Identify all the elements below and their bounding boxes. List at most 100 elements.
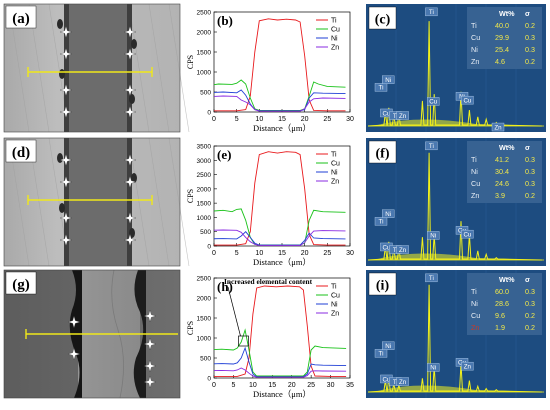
panel-label-box: [5, 271, 37, 295]
series-line-zn: [214, 95, 346, 112]
panel-label-box: [368, 140, 397, 164]
eds-peak-label: Ni: [385, 343, 391, 350]
sem-scratch: [148, 3, 170, 133]
table-cell: Ti: [471, 155, 477, 164]
table-cell: 0.3: [525, 167, 535, 176]
x-tick-label: 30: [327, 382, 335, 389]
sem-joint-band: [68, 138, 128, 266]
y-tick-label: 1000: [197, 336, 212, 343]
eds-peak-label: Ti: [429, 143, 434, 150]
eds-peak-label: Ti: [393, 379, 398, 386]
y-tick-label: 500: [200, 90, 211, 97]
sem-panel-2: (g): [3, 269, 181, 399]
y-tick-label: 2000: [197, 296, 212, 303]
eds-peak-label: Cu: [463, 97, 471, 104]
composition-table: [467, 273, 542, 335]
sem-point-marker: [143, 359, 157, 373]
table-cell: 4.6: [495, 57, 505, 66]
sem-void: [57, 19, 63, 29]
y-tick-label: 1000: [197, 70, 212, 77]
sem-scratch: [168, 137, 190, 267]
x-tick-label: 35: [346, 382, 354, 389]
table-cell: 0.3: [525, 33, 535, 42]
eds-peak-tag: [374, 217, 388, 226]
x-tick-label: 15: [278, 116, 286, 123]
eds-peak-tag: [425, 141, 438, 151]
table-cell: 9.6: [495, 311, 505, 320]
table-cell: Cu: [471, 33, 480, 42]
y-tick-label: 2500: [197, 172, 212, 179]
panel-label-box: [5, 139, 37, 163]
eds-peak-label: Ni: [430, 365, 436, 372]
series-line-cu: [214, 79, 346, 111]
sem-frame: [3, 137, 181, 267]
eds-peak-label: Cu: [429, 99, 437, 106]
eds-peak-tag: [382, 209, 395, 218]
series-line-zn: [214, 367, 347, 378]
panel-label-box: [5, 5, 37, 29]
legend-label: Zn: [331, 179, 339, 186]
sem-point-marker: [59, 47, 73, 61]
plot-area: [213, 277, 351, 379]
linescan-chart-1: 0 5 10 15 20 25 30 0 500 1000 1500 2000 2500 3000 3500…: [186, 144, 354, 268]
table-cell: Ni: [471, 45, 478, 54]
sem-point-marker: [59, 233, 73, 247]
x-tick-label: 5: [235, 250, 239, 257]
y-tick-label: 3500: [197, 144, 212, 151]
sem-point-marker: [143, 337, 157, 351]
sem-interface-right: [127, 138, 132, 266]
legend-label: Ti: [331, 284, 337, 291]
legend-label: Ni: [331, 302, 338, 309]
table-cell: 0.3: [525, 287, 535, 296]
eds-peak-label: Ti: [379, 351, 384, 358]
annotation-box: [238, 335, 249, 347]
series-line-ni: [214, 346, 347, 378]
sem-scratch: [168, 3, 190, 133]
table-cell: Ni: [471, 299, 478, 308]
eds-peak-label: Cu: [382, 244, 390, 251]
table-header-cell: σ: [525, 275, 530, 284]
eds-peak-tag: [461, 95, 474, 105]
sem-point-marker: [123, 83, 137, 97]
sem-panel-0: (a): [3, 3, 190, 133]
x-tick-label: 20: [301, 116, 309, 123]
table-header-cell: Wt%: [499, 275, 515, 284]
y-tick-label: 2000: [197, 186, 212, 193]
eds-peak-tag: [425, 7, 438, 17]
sem-void: [59, 203, 65, 213]
sem-point-marker: [59, 105, 73, 119]
table-header-cell: Wt%: [499, 9, 515, 18]
x-axis-title: Distance（μm）: [253, 389, 311, 399]
sem-point-marker: [59, 175, 73, 189]
table-cell: 0.3: [525, 155, 535, 164]
sem-point-marker: [59, 153, 73, 167]
composition-table: [467, 7, 542, 69]
table-cell: Zn: [471, 191, 479, 200]
eds-peak-tag: [427, 97, 440, 106]
table-cell: 25.4: [495, 45, 509, 54]
table-header-cell: σ: [525, 143, 530, 152]
table-cell: Ni: [471, 167, 478, 176]
sem-point-marker: [123, 25, 137, 39]
x-tick-label: 5: [231, 382, 235, 389]
series-line-zn: [214, 229, 346, 246]
eds-peak-label: Zn: [464, 363, 472, 370]
eds-peak-label: Cu: [463, 231, 471, 238]
sem-point-marker: [143, 309, 157, 323]
series-line-ti: [214, 151, 346, 246]
y-axis-title: CPS: [186, 321, 195, 335]
eds-peak-label: Zn: [494, 124, 502, 131]
figure-row-2: (g) 0 5 10 15 20 25 30 35 0 500 1000 1500 2000 2500 Dis…: [3, 269, 546, 399]
x-tick-label: 5: [235, 116, 239, 123]
figure-row-1: (d) 0 5 10 15 20 25 30 0 500 1000 1500 2000 2500 3000 3…: [3, 137, 546, 268]
sem-interface-right: [127, 4, 132, 132]
sem-crack: [111, 269, 124, 399]
sem-point-marker: [123, 211, 137, 225]
x-tick-label: 10: [249, 382, 257, 389]
table-cell: 30.4: [495, 167, 509, 176]
eds-peak-tag: [382, 341, 395, 350]
eds-peak-tag: [491, 122, 505, 132]
eds-peak-tag: [425, 273, 438, 283]
legend-label: Ni: [331, 170, 338, 177]
table-cell: 0.2: [525, 57, 535, 66]
